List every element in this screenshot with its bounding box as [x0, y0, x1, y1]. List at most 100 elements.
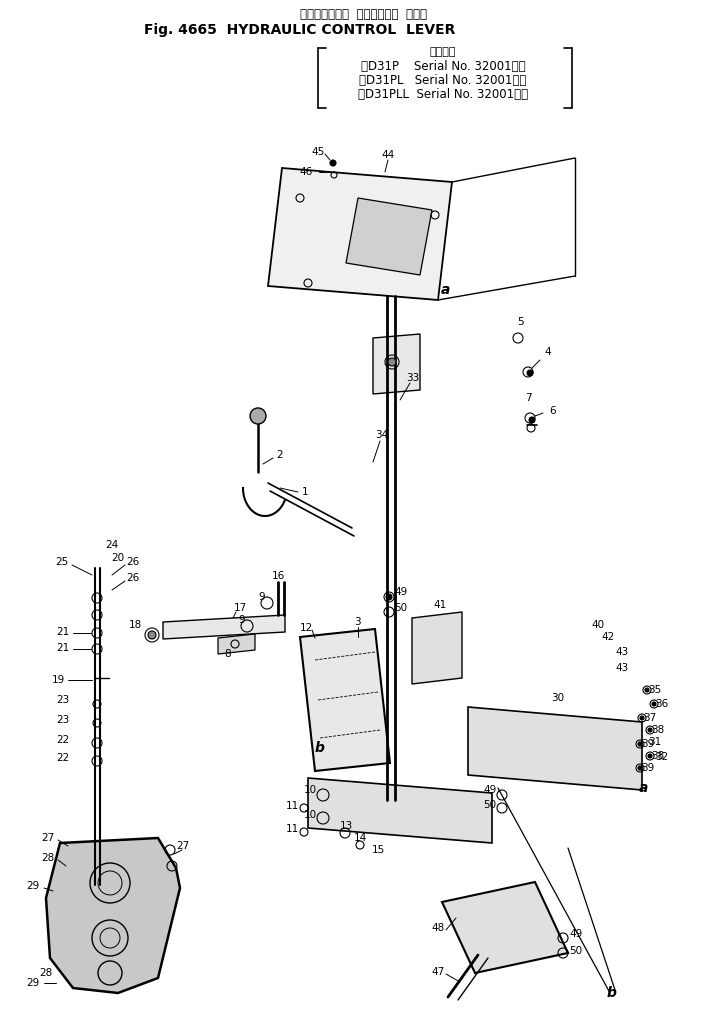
- Polygon shape: [346, 198, 432, 275]
- Text: 50: 50: [569, 946, 582, 956]
- Circle shape: [388, 358, 396, 366]
- Text: 35: 35: [648, 685, 661, 695]
- Text: 21: 21: [57, 643, 70, 653]
- Text: 30: 30: [552, 693, 565, 703]
- Circle shape: [638, 742, 642, 746]
- Text: 19: 19: [52, 675, 65, 685]
- Text: 10: 10: [303, 785, 317, 795]
- Polygon shape: [218, 634, 255, 654]
- Text: 適用号機: 適用号機: [430, 47, 456, 57]
- Text: 45: 45: [311, 147, 325, 157]
- Polygon shape: [442, 882, 568, 973]
- Circle shape: [527, 370, 533, 376]
- Text: b: b: [315, 741, 325, 755]
- Text: 15: 15: [372, 845, 385, 855]
- Text: 23: 23: [57, 695, 70, 705]
- Text: 49: 49: [569, 929, 583, 939]
- Text: a: a: [440, 283, 449, 297]
- Text: b: b: [607, 986, 617, 1000]
- Text: 43: 43: [616, 647, 629, 657]
- Text: 50: 50: [484, 800, 497, 810]
- Text: 24: 24: [105, 540, 118, 550]
- Circle shape: [652, 702, 656, 706]
- Circle shape: [640, 716, 644, 720]
- Text: 14: 14: [354, 833, 367, 843]
- Text: ハイドロリック  コントロール  レバー: ハイドロリック コントロール レバー: [300, 7, 426, 20]
- Text: 40: 40: [592, 620, 605, 630]
- Text: 25: 25: [55, 557, 69, 567]
- Text: 8: 8: [224, 649, 232, 659]
- Text: 49: 49: [394, 587, 407, 598]
- Polygon shape: [300, 629, 390, 771]
- Text: 11: 11: [285, 824, 298, 834]
- Text: 6: 6: [550, 406, 556, 416]
- Text: 27: 27: [41, 833, 54, 843]
- Text: 1: 1: [302, 487, 309, 497]
- Text: 37: 37: [643, 713, 656, 723]
- Text: 26: 26: [126, 557, 139, 567]
- Circle shape: [645, 688, 649, 692]
- Text: 43: 43: [616, 663, 629, 673]
- Circle shape: [648, 754, 652, 758]
- Circle shape: [330, 160, 336, 166]
- Text: 5: 5: [517, 317, 523, 327]
- Text: 42: 42: [601, 632, 615, 642]
- Text: 41: 41: [433, 600, 446, 610]
- Text: 34: 34: [375, 430, 388, 440]
- Text: （D31PLL  Serial No. 32001～）: （D31PLL Serial No. 32001～）: [358, 88, 528, 100]
- Text: 29: 29: [26, 881, 40, 891]
- Circle shape: [638, 766, 642, 770]
- Text: 39: 39: [641, 763, 655, 773]
- Text: 11: 11: [285, 801, 298, 811]
- Text: 20: 20: [111, 553, 125, 563]
- Text: 21: 21: [57, 627, 70, 637]
- Text: Fig. 4665  HYDRAULIC CONTROL  LEVER: Fig. 4665 HYDRAULIC CONTROL LEVER: [144, 23, 456, 37]
- Polygon shape: [308, 778, 492, 843]
- Text: 28: 28: [39, 968, 52, 978]
- Text: 2: 2: [277, 450, 283, 460]
- Text: 36: 36: [656, 699, 669, 709]
- Text: 38: 38: [651, 751, 664, 761]
- Text: 10: 10: [303, 810, 317, 820]
- Text: 50: 50: [394, 603, 407, 613]
- Text: 22: 22: [57, 753, 70, 763]
- Circle shape: [648, 728, 652, 732]
- Text: 9: 9: [258, 592, 265, 602]
- Text: 38: 38: [651, 725, 664, 735]
- Text: 17: 17: [233, 603, 247, 613]
- Text: 7: 7: [525, 393, 531, 403]
- Text: 23: 23: [57, 715, 70, 725]
- Text: 4: 4: [544, 347, 551, 357]
- Text: 33: 33: [407, 373, 420, 383]
- Text: 44: 44: [381, 150, 395, 160]
- Text: 31: 31: [648, 737, 661, 747]
- Circle shape: [529, 417, 535, 423]
- Text: 3: 3: [354, 617, 360, 627]
- Text: 9: 9: [239, 615, 245, 625]
- Polygon shape: [468, 707, 642, 790]
- Text: 32: 32: [656, 752, 669, 762]
- Text: 16: 16: [272, 571, 285, 581]
- Polygon shape: [163, 615, 285, 639]
- Circle shape: [148, 631, 156, 639]
- Text: （D31PL   Serial No. 32001～）: （D31PL Serial No. 32001～）: [359, 74, 526, 87]
- Text: 47: 47: [431, 967, 444, 977]
- Text: 46: 46: [299, 167, 313, 177]
- Polygon shape: [46, 838, 180, 993]
- Text: 39: 39: [641, 739, 655, 749]
- Polygon shape: [373, 334, 420, 394]
- Text: 28: 28: [41, 853, 54, 863]
- Text: 29: 29: [26, 978, 40, 988]
- Text: （D31P    Serial No. 32001～）: （D31P Serial No. 32001～）: [361, 60, 526, 73]
- Circle shape: [250, 408, 266, 424]
- Polygon shape: [268, 168, 452, 300]
- Text: 27: 27: [176, 841, 189, 851]
- Text: 22: 22: [57, 735, 70, 745]
- Circle shape: [386, 594, 392, 600]
- Text: 48: 48: [431, 923, 444, 933]
- Text: 49: 49: [484, 785, 497, 795]
- Text: a: a: [638, 782, 648, 795]
- Polygon shape: [412, 612, 462, 684]
- Text: 13: 13: [339, 821, 353, 831]
- Text: 26: 26: [126, 573, 139, 583]
